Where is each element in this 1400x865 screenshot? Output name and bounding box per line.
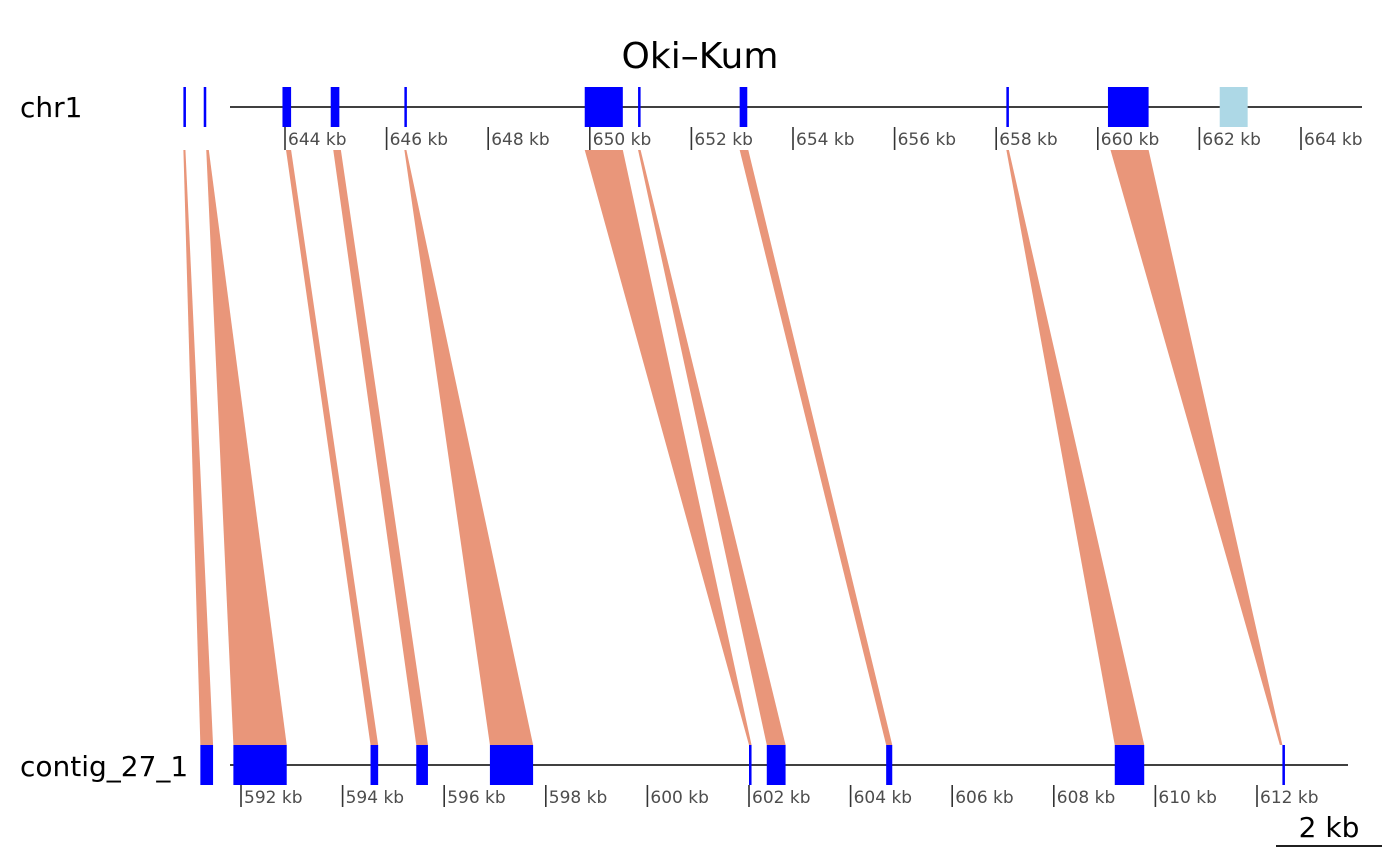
tick-label: 650 kb <box>593 130 652 150</box>
synteny-link-4 <box>333 150 428 745</box>
synteny-link-3 <box>286 150 379 745</box>
chart-title: Oki–Kum <box>622 36 779 77</box>
synteny-link-2 <box>206 150 287 745</box>
synteny-link-7 <box>638 150 786 745</box>
synteny-link-1 <box>183 150 214 745</box>
tick-label: 604 kb <box>854 788 913 808</box>
tick-label: 644 kb <box>288 130 347 150</box>
gene-contig-27-1-7 <box>766 745 786 785</box>
gene-chr1-11 <box>1219 87 1248 127</box>
gene-chr1-4 <box>330 87 340 127</box>
ticks-contig-27-1: 592 kb 594 kb 596 kb 598 kb 600 kb 602 kb 604 … <box>240 785 1319 808</box>
gene-contig-27-1-2 <box>233 745 287 785</box>
gene-contig-27-1-3 <box>370 745 379 785</box>
tick-label: 594 kb <box>346 788 405 808</box>
sequence-label-contig-27-1: contig_27_1 <box>20 750 188 783</box>
tick-label: 600 kb <box>650 788 709 808</box>
gene-chr1-1 <box>183 87 186 127</box>
gene-contig-27-1-8 <box>886 745 893 785</box>
synteny-link-9 <box>1006 150 1145 745</box>
tick-label: 656 kb <box>898 130 957 150</box>
genes-chr1 <box>183 87 1248 127</box>
gene-chr1-3 <box>282 87 292 127</box>
tick-label: 660 kb <box>1101 130 1160 150</box>
tick-label: 608 kb <box>1057 788 1116 808</box>
links-layer <box>183 150 1283 745</box>
tick-label: 664 kb <box>1304 130 1363 150</box>
tick-label: 648 kb <box>491 130 550 150</box>
synteny-link-8 <box>739 150 893 745</box>
sequence-label-chr1: chr1 <box>20 91 82 124</box>
ticks-chr1: 644 kb 646 kb 648 kb 650 kb 652 kb 654 kb 656 … <box>284 127 1363 150</box>
gene-chr1-2 <box>203 87 207 127</box>
gene-contig-27-1-1 <box>200 745 214 785</box>
tick-label: 646 kb <box>390 130 449 150</box>
synteny-link-6 <box>584 150 752 745</box>
track-chr1: 644 kb 646 kb 648 kb 650 kb 652 kb 654 kb 656 … <box>183 87 1363 150</box>
tick-label: 602 kb <box>752 788 811 808</box>
gene-chr1-8 <box>739 87 748 127</box>
gene-chr1-7 <box>638 87 641 127</box>
scale-bar-label: 2 kb <box>1299 811 1360 844</box>
gene-contig-27-1-6 <box>749 745 752 785</box>
gene-contig-27-1-5 <box>489 745 534 785</box>
genes-contig-27-1 <box>200 745 1285 785</box>
synteny-link-5 <box>404 150 534 745</box>
tick-label: 598 kb <box>549 788 608 808</box>
gene-contig-27-1-4 <box>416 745 428 785</box>
gene-chr1-10 <box>1107 87 1149 127</box>
synteny-link-10 <box>1110 150 1283 745</box>
gene-chr1-5 <box>404 87 407 127</box>
tick-label: 610 kb <box>1158 788 1217 808</box>
tick-label: 592 kb <box>244 788 303 808</box>
tick-label: 654 kb <box>796 130 855 150</box>
gene-chr1-9 <box>1006 87 1009 127</box>
tick-label: 606 kb <box>955 788 1014 808</box>
gene-contig-27-1-10 <box>1282 745 1285 785</box>
track-contig-27-1: 592 kb 594 kb 596 kb 598 kb 600 kb 602 kb 604 … <box>200 745 1348 808</box>
gene-chr1-6 <box>584 87 623 127</box>
tick-label: 612 kb <box>1260 788 1319 808</box>
tick-label: 596 kb <box>447 788 506 808</box>
tick-label: 662 kb <box>1202 130 1261 150</box>
scale-bar: 2 kb <box>1276 811 1382 847</box>
gene-contig-27-1-9 <box>1114 745 1145 785</box>
tick-label: 652 kb <box>694 130 753 150</box>
tick-label: 658 kb <box>999 130 1057 150</box>
